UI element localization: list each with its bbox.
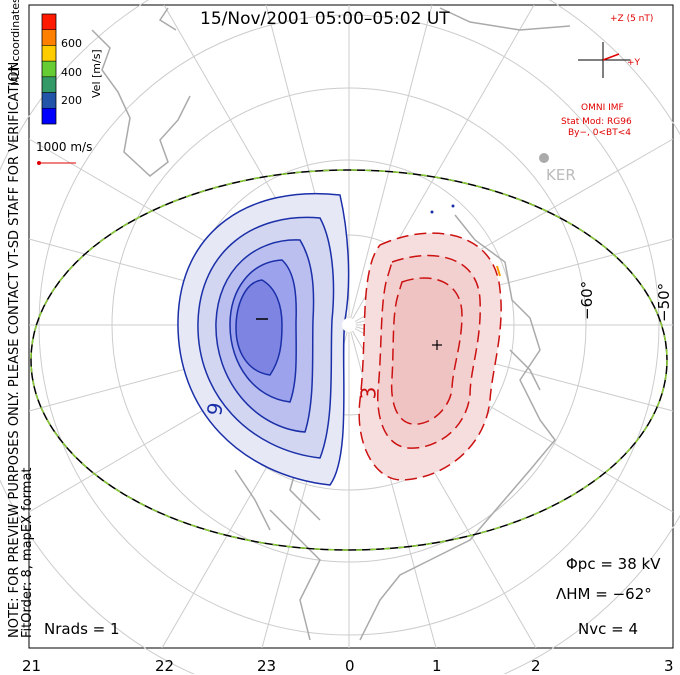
latitude-label: −60° — [578, 280, 596, 320]
scale-tick-label: 200 — [61, 94, 82, 107]
mlt-label: 22 — [155, 657, 175, 675]
mlt-label: 21 — [22, 657, 42, 675]
scale-color-band — [41, 45, 57, 62]
vector-dot — [451, 204, 455, 208]
reference-vector — [37, 161, 76, 165]
latitude-label: −50° — [655, 282, 673, 322]
hm-boundary-dash — [30, 169, 668, 551]
pole-marker — [342, 318, 356, 332]
mlt-label: 2 — [531, 657, 541, 675]
mlt-label: 0 — [345, 657, 355, 675]
imf-condition: By−, 0<BT<4 — [568, 128, 631, 138]
scale-frame — [41, 13, 57, 125]
scale-tick-label: 600 — [61, 37, 82, 50]
cross-polar-potential: Φpc = 38 kV — [566, 555, 661, 573]
scale-color-band — [41, 13, 57, 30]
scale-color-band — [41, 60, 57, 78]
station-ker-label: KER — [546, 166, 576, 184]
vector-count: Nvc = 4 — [578, 620, 638, 638]
velocity-color-scale — [41, 13, 57, 125]
coordinates-label: MLT coordinates — [9, 0, 22, 86]
hm-boundary-latitude: ΛHM = −62° — [556, 585, 652, 603]
plot-frame — [28, 4, 674, 649]
scale-color-band — [41, 108, 57, 125]
vector-mark — [496, 265, 501, 277]
fit-order-line: FitOrder: 8, mapEX format — [20, 467, 35, 638]
negative-potential-cell — [177, 192, 350, 486]
imf-y-label: +Y — [627, 58, 641, 68]
velocity-scale-unit: Vel [m/s] — [90, 49, 103, 98]
mlt-label: 1 — [432, 657, 442, 675]
imf-z-label: +Z (5 nT) — [610, 14, 654, 24]
positive-potential-cell — [358, 232, 502, 481]
map-title: 15/Nov/2001 05:00–05:02 UT — [200, 9, 450, 29]
preview-note: NOTE: FOR PREVIEW PURPOSES ONLY. PLEASE … — [7, 58, 35, 638]
imf-clock — [578, 42, 630, 78]
scale-color-band — [41, 76, 57, 93]
scale-tick-label: 400 — [61, 66, 82, 79]
positive-contour-label: 3 — [356, 386, 381, 400]
scale-color-band — [41, 29, 57, 46]
coastlines — [91, 7, 571, 641]
radar-count: Nrads = 1 — [44, 620, 120, 638]
vector-dot — [430, 210, 434, 214]
imf-source: OMNI IMF — [581, 103, 624, 113]
mlt-label: 23 — [257, 657, 277, 675]
potential-max-marker — [432, 340, 442, 350]
scale-color-band — [41, 92, 57, 109]
imf-model: Stat Mod: RG96 — [561, 117, 632, 127]
reference-vector-label: 1000 m/s — [36, 140, 93, 154]
station-ker-marker — [539, 153, 549, 163]
mlt-label: 3 — [664, 657, 674, 675]
